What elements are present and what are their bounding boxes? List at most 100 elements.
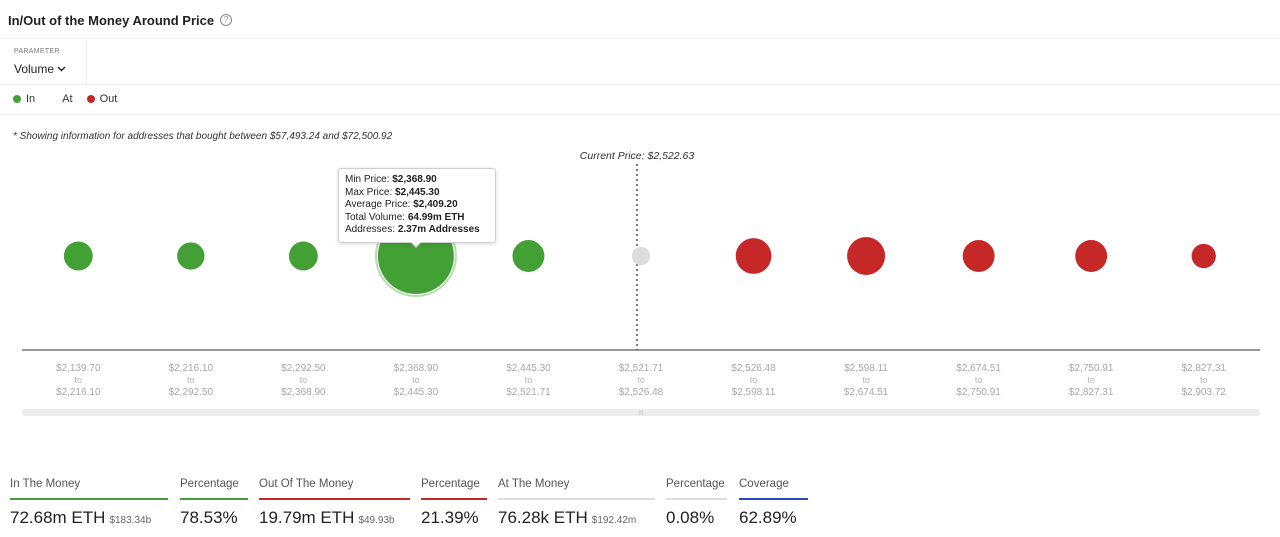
x-tick-label-to: $2,903.72 xyxy=(1181,387,1226,398)
stat-value: 0.08% xyxy=(666,508,715,527)
stat-value: 62.89% xyxy=(739,508,797,527)
tooltip-avg-price: Average Price: $2,409.20 xyxy=(345,199,458,210)
x-tick-label-from: $2,827.31 xyxy=(1181,363,1226,374)
divider xyxy=(0,84,1280,85)
stat-in-percentage: Percentage 78.53% xyxy=(180,478,248,528)
stat-label: Coverage xyxy=(739,478,789,490)
x-tick-label-to: $2,750.91 xyxy=(956,387,1001,398)
legend-item-in[interactable]: In xyxy=(13,93,35,105)
stat-usd-value: $192.42m xyxy=(591,515,637,526)
bubble-out-7 xyxy=(735,238,772,274)
stat-label: At The Money xyxy=(498,478,570,490)
x-tick-label-to: $2,526.48 xyxy=(619,387,664,398)
legend-dot-in xyxy=(13,95,21,103)
x-tick-label-from: $2,598.11 xyxy=(844,363,888,374)
x-tick-label-to-word: to xyxy=(187,375,195,385)
x-tick-label-to-word: to xyxy=(525,375,533,385)
divider xyxy=(0,38,1280,39)
bubble-in-2 xyxy=(177,242,205,270)
legend-dot-at xyxy=(49,95,58,103)
x-tick-label-to-word: to xyxy=(862,375,870,385)
stat-value: 78.53% xyxy=(180,508,238,527)
x-tick-label-from: $2,292.50 xyxy=(281,363,326,374)
tooltip-volume: Total Volume: 64.99m ETH xyxy=(345,211,465,223)
legend-label-at: At xyxy=(62,93,73,105)
stat-label: Percentage xyxy=(421,478,480,490)
tooltip-min-price: Min Price: $2,368.90 xyxy=(345,174,437,185)
x-tick-label-from: $2,526.48 xyxy=(731,363,776,374)
legend-label-out: Out xyxy=(99,93,118,105)
x-tick-label-to-word: to xyxy=(975,375,983,385)
stat-underline xyxy=(666,498,727,500)
x-tick-label-to-word: to xyxy=(637,375,645,385)
tooltip-addresses: Addresses: 2.37m Addresses xyxy=(345,224,480,235)
x-tick-label-from: $2,674.51 xyxy=(956,363,1001,374)
legend-item-at[interactable]: At xyxy=(49,93,73,105)
x-tick-label-to: $2,368.90 xyxy=(281,387,326,398)
x-tick-label-to: $2,521.71 xyxy=(506,387,551,398)
stat-underline xyxy=(498,498,655,500)
bubble-in-3 xyxy=(288,241,318,271)
legend-item-out[interactable]: Out xyxy=(86,93,118,105)
tooltip-arrow xyxy=(410,240,422,248)
stat-underline xyxy=(10,498,168,500)
stat-usd-value: $49.93b xyxy=(358,515,395,526)
bubble-tooltip: Min Price: $2,368.90 Max Price: $2,445.3… xyxy=(338,168,496,248)
divider xyxy=(0,114,1280,115)
stat-underline xyxy=(259,498,410,500)
legend-label-in: In xyxy=(26,93,36,105)
bubble-in-5 xyxy=(512,240,545,272)
x-tick-label-to: $2,598.11 xyxy=(732,387,776,398)
widget-title: In/Out of the Money Around Price xyxy=(8,12,215,28)
chart-scrollbar[interactable]: ||| xyxy=(22,409,1260,416)
x-tick-label-to-word: to xyxy=(1200,375,1208,385)
address-range-note: * Showing information for addresses that… xyxy=(13,131,393,142)
x-tick-label-to-word: to xyxy=(75,375,83,385)
x-tick-label-to: $2,216.10 xyxy=(56,387,101,398)
stat-in-the-money: In The Money 72.68m ETH $183.34b xyxy=(10,478,168,528)
chevron-down-icon xyxy=(57,66,66,72)
x-tick-label-from: $2,216.10 xyxy=(169,363,214,374)
bubble-out-11 xyxy=(1191,243,1216,269)
stat-out-of-the-money: Out Of The Money 19.79m ETH $49.93b xyxy=(259,478,410,528)
bubble-out-10 xyxy=(1075,240,1108,272)
x-tick-label-from: $2,445.30 xyxy=(506,363,551,374)
scroll-grip-icon[interactable]: ||| xyxy=(639,410,643,416)
x-tick-label-to: $2,827.31 xyxy=(1069,387,1114,398)
stat-at-the-money: At The Money 76.28k ETH $192.42m xyxy=(498,478,655,528)
chart-legend: In At Out xyxy=(13,93,131,105)
x-tick-label-to-word: to xyxy=(750,375,758,385)
x-tick-label-from: $2,368.90 xyxy=(394,363,439,374)
stat-label: Percentage xyxy=(180,478,239,490)
x-tick-label-to: $2,445.30 xyxy=(394,387,439,398)
parameter-dropdown[interactable]: Volume xyxy=(14,62,66,76)
x-tick-label-from: $2,139.70 xyxy=(56,363,101,374)
stat-underline xyxy=(739,498,808,500)
x-tick-label-to: $2,292.50 xyxy=(169,387,214,398)
divider xyxy=(86,40,87,84)
bubble-out-9 xyxy=(962,240,995,272)
stat-underline xyxy=(180,498,248,500)
question-circle-icon[interactable]: ? xyxy=(220,14,233,26)
x-tick-label-from: $2,750.91 xyxy=(1069,363,1114,374)
current-price-label: Current Price: $2,522.63 xyxy=(580,150,695,162)
stat-coverage: Coverage 62.89% xyxy=(739,478,808,528)
stat-value: 19.79m ETH $49.93b xyxy=(259,508,395,527)
money-summary: In The Money 72.68m ETH $183.34b Percenta… xyxy=(0,478,1280,528)
stat-value: 21.39% xyxy=(421,508,479,527)
bubble-at-6 xyxy=(631,246,651,266)
stat-at-percentage: Percentage 0.08% xyxy=(666,478,727,528)
parameter-label: PARAMETER xyxy=(14,48,60,55)
bubble-out-8 xyxy=(847,237,886,275)
tooltip-max-price: Max Price: $2,445.30 xyxy=(345,186,440,198)
stat-value: 76.28k ETH $192.42m xyxy=(498,508,637,527)
x-tick-label-from: $2,521.71 xyxy=(619,363,664,374)
x-tick-label-to: $2,674.51 xyxy=(844,387,889,398)
stat-usd-value: $183.34b xyxy=(109,515,152,526)
stat-label: Out Of The Money xyxy=(259,478,354,490)
bubble-in-1 xyxy=(63,241,93,271)
in-out-money-chart: Current Price: $2,522.63$2,139.70to$2,21… xyxy=(22,150,1260,398)
stat-label: Percentage xyxy=(666,478,725,490)
x-tick-label-to-word: to xyxy=(412,375,420,385)
x-tick-label-to-word: to xyxy=(1087,375,1095,385)
